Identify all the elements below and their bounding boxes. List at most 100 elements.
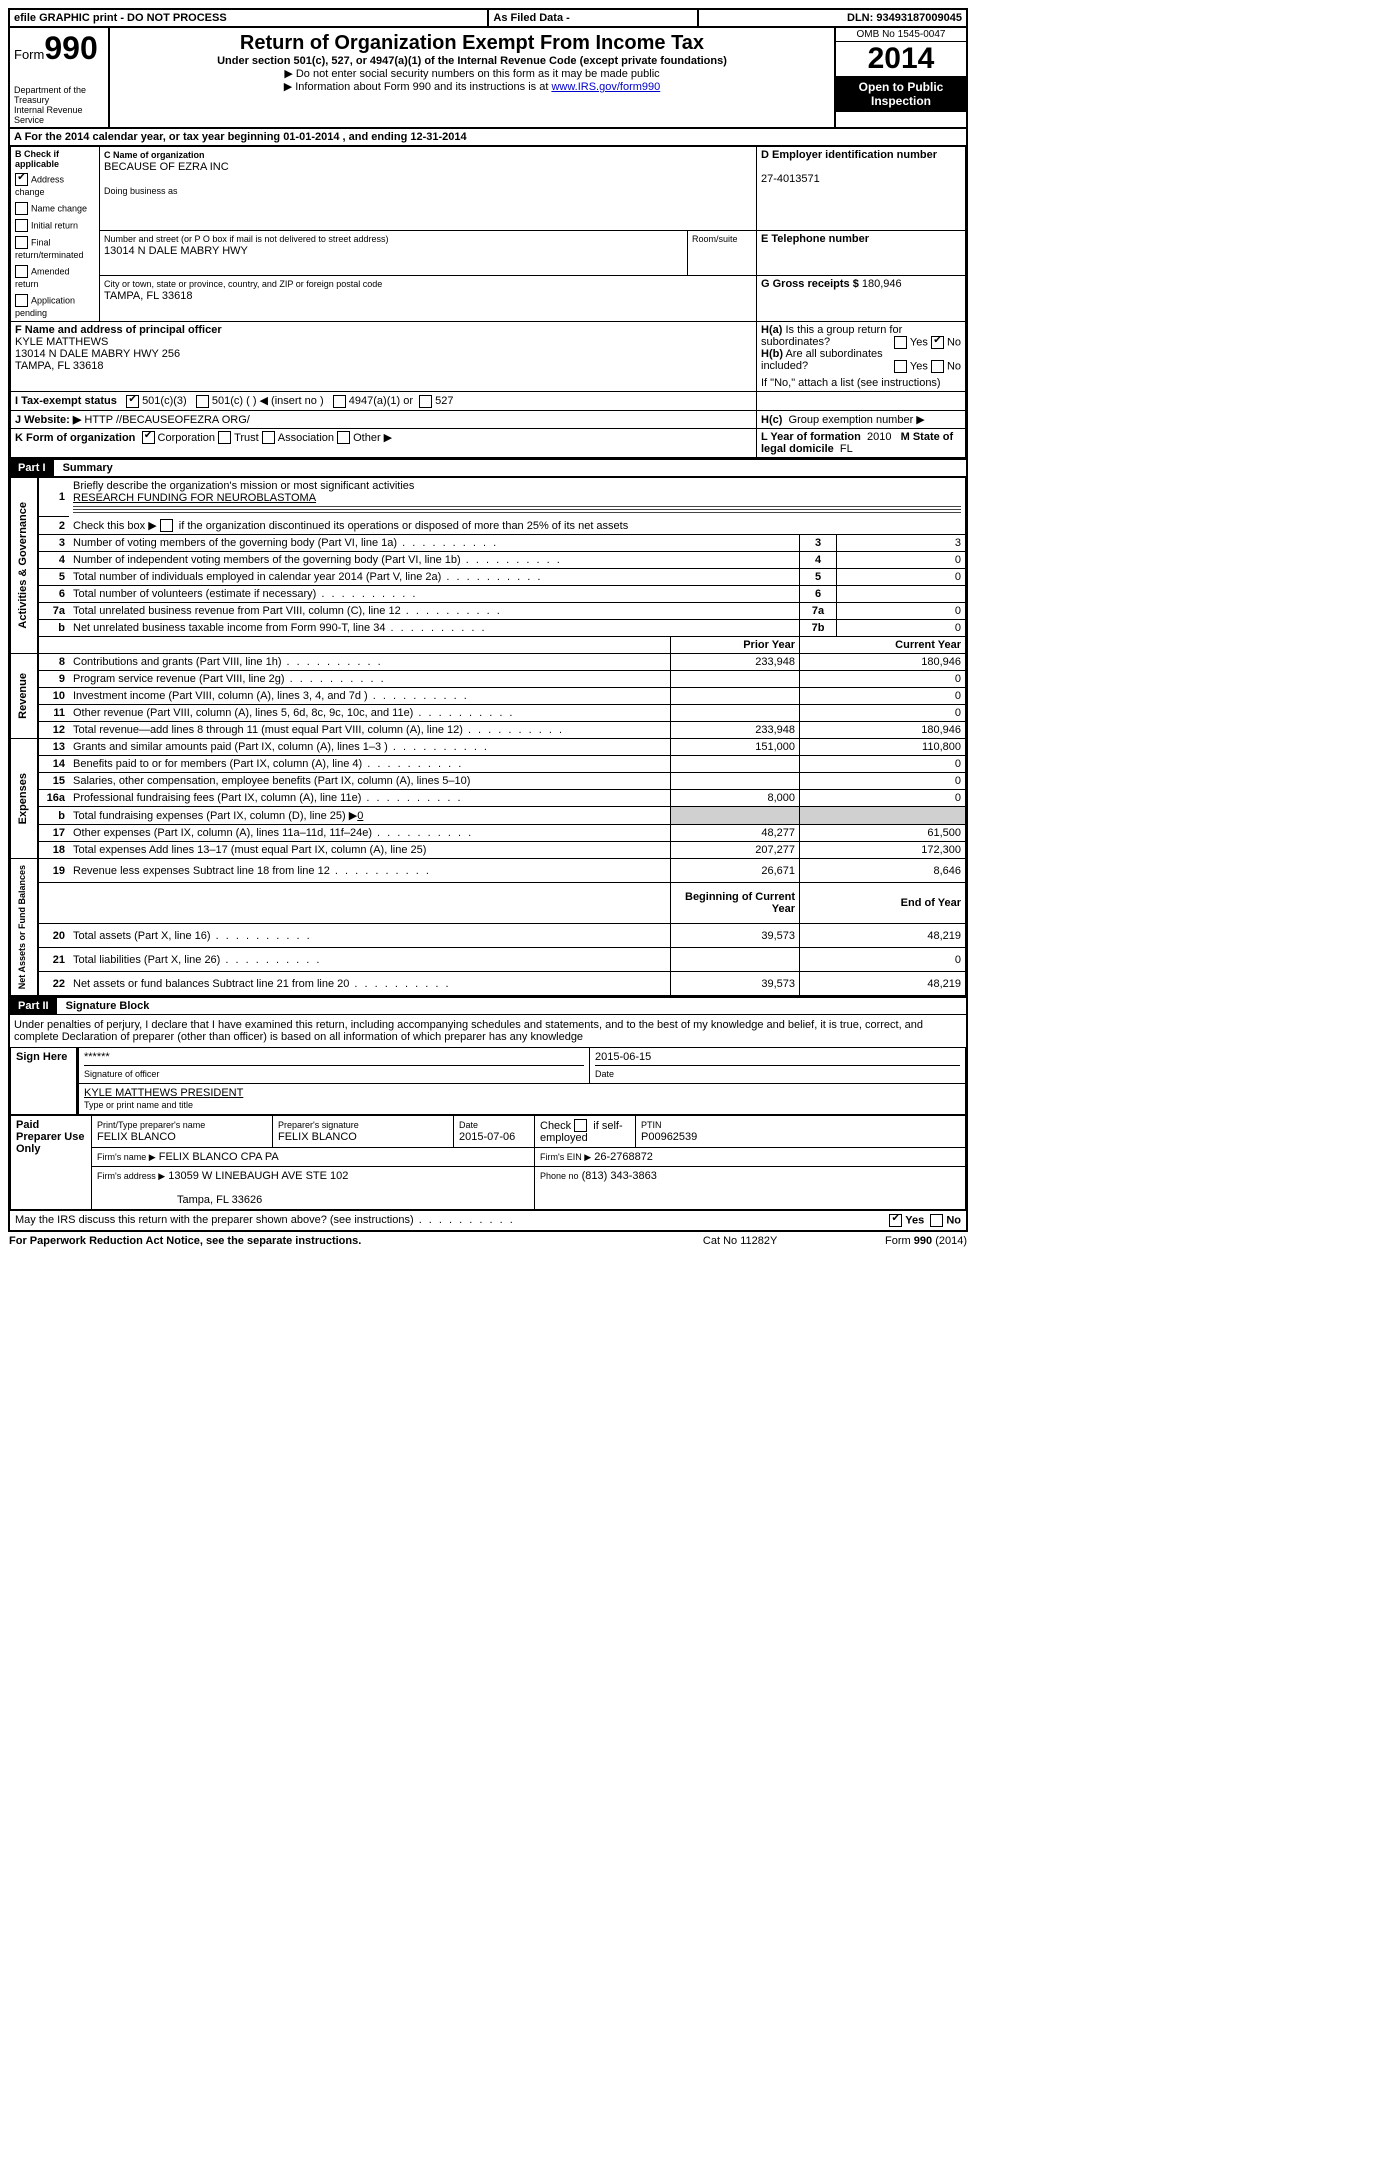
cat-no: Cat No 11282Y <box>669 1234 812 1248</box>
pd-val: 2015-07-06 <box>459 1131 515 1143</box>
k-assoc-checkbox[interactable] <box>262 431 275 444</box>
paid-preparer-table: Paid Preparer Use Only Print/Type prepar… <box>10 1115 966 1210</box>
q2-checkbox[interactable] <box>160 519 173 532</box>
l21p <box>671 948 800 972</box>
l11d: Other revenue (Part VIII, column (A), li… <box>69 705 671 722</box>
l16an: 16a <box>38 790 69 807</box>
b-checkbox-1[interactable] <box>15 202 28 215</box>
l14p <box>671 756 800 773</box>
l16ad: Professional fundraising fees (Part IX, … <box>69 790 671 807</box>
l14d: Benefits paid to or for members (Part IX… <box>69 756 671 773</box>
b-checkbox-3[interactable] <box>15 236 28 249</box>
ph-val: (813) 343-3863 <box>582 1170 657 1182</box>
lbc <box>800 807 966 825</box>
fa-val2: Tampa, FL 33626 <box>97 1194 262 1206</box>
c3: 3 <box>800 535 837 552</box>
ha-yes-checkbox[interactable] <box>894 336 907 349</box>
b-label-2: Initial return <box>31 220 78 230</box>
ptin-label: PTIN <box>641 1120 662 1130</box>
addr-value: 13014 N DALE MABRY HWY <box>104 245 248 257</box>
q1-label: Briefly describe the organization's miss… <box>73 480 414 492</box>
i-527-checkbox[interactable] <box>419 395 432 408</box>
row-a: A For the 2014 calendar year, or tax yea… <box>9 128 967 146</box>
b-checkbox-5[interactable] <box>15 294 28 307</box>
line-7a-num: 7a <box>38 603 69 620</box>
l9c: 0 <box>800 671 966 688</box>
q1-value: RESEARCH FUNDING FOR NEUROBLASTOMA <box>73 492 316 504</box>
l8n: 8 <box>38 654 69 671</box>
signature-table: Sign Here ****** Signature of officer 20… <box>10 1047 966 1115</box>
l10c: 0 <box>800 688 966 705</box>
boy-header: Beginning of Current Year <box>671 883 800 924</box>
hb-no-checkbox[interactable] <box>931 360 944 373</box>
k-trust-checkbox[interactable] <box>218 431 231 444</box>
q3: Number of voting members of the governin… <box>69 535 800 552</box>
yes-label: Yes <box>910 360 928 372</box>
l17d: Other expenses (Part IX, column (A), lin… <box>69 825 671 842</box>
pra-notice: For Paperwork Reduction Act Notice, see … <box>8 1234 669 1248</box>
l13p: 151,000 <box>671 739 800 756</box>
ptin-val: P00962539 <box>641 1131 697 1143</box>
k-corp-checkbox[interactable] <box>142 431 155 444</box>
se-checkbox[interactable] <box>574 1119 587 1132</box>
k-other-checkbox[interactable] <box>337 431 350 444</box>
v6 <box>837 586 966 603</box>
line-3-num: 3 <box>38 535 69 552</box>
d-label: D Employer identification number <box>761 149 937 161</box>
l10d: Investment income (Part VIII, column (A)… <box>69 688 671 705</box>
l8p: 233,948 <box>671 654 800 671</box>
fein-label: Firm's EIN ▶ <box>540 1152 591 1162</box>
discuss-yes: Yes <box>905 1215 924 1227</box>
line-2-num: 2 <box>38 517 69 535</box>
l22c: 48,219 <box>800 972 966 996</box>
i-501c3-checkbox[interactable] <box>126 395 139 408</box>
hc-label: H(c) <box>761 414 782 426</box>
l19c: 8,646 <box>800 859 966 883</box>
ha-text: Is this a group return for subordinates? <box>761 324 902 348</box>
l20p: 39,573 <box>671 924 800 948</box>
website-value: HTTP //BECAUSEOFEZRA ORG/ <box>84 414 249 426</box>
current-year-header: Current Year <box>800 637 966 654</box>
b-checkbox-0[interactable] <box>15 173 28 186</box>
ein-value: 27-4013571 <box>761 173 820 185</box>
l12d: Total revenue—add lines 8 through 11 (mu… <box>69 722 671 739</box>
lbd: Total fundraising expenses (Part IX, col… <box>69 807 671 825</box>
l18n: 18 <box>38 842 69 859</box>
section-b-m: B Check if applicable Address changeName… <box>10 146 966 458</box>
l16ap: 8,000 <box>671 790 800 807</box>
omb-label: OMB No 1545-0047 <box>836 28 966 42</box>
hb-yes-checkbox[interactable] <box>894 360 907 373</box>
yes-label: Yes <box>910 336 928 348</box>
fa-label: Firm's address ▶ <box>97 1171 165 1181</box>
l16ac: 0 <box>800 790 966 807</box>
b-checkbox-2[interactable] <box>15 219 28 232</box>
discuss-text: May the IRS discuss this return with the… <box>15 1214 515 1226</box>
prior-year-header: Prior Year <box>671 637 800 654</box>
form-word: Form <box>14 47 44 62</box>
part-ii-header: Part II <box>10 998 57 1014</box>
fn-label: Firm's name ▶ <box>97 1152 156 1162</box>
i-4947-checkbox[interactable] <box>333 395 346 408</box>
discuss-yes-checkbox[interactable] <box>889 1214 902 1227</box>
irs-label: Internal Revenue Service <box>14 105 104 125</box>
l15p <box>671 773 800 790</box>
room-label: Room/suite <box>692 234 738 244</box>
ha-no-checkbox[interactable] <box>931 336 944 349</box>
discuss-no-checkbox[interactable] <box>930 1214 943 1227</box>
line-6-num: 6 <box>38 586 69 603</box>
ps-label: Preparer's signature <box>278 1120 359 1130</box>
note2: Information about Form 990 and its instr… <box>118 80 826 93</box>
k-assoc: Association <box>278 432 334 444</box>
hb-note: If "No," attach a list (see instructions… <box>761 377 941 389</box>
l12p: 233,948 <box>671 722 800 739</box>
l20c: 48,219 <box>800 924 966 948</box>
ha-label: H(a) <box>761 324 782 336</box>
e-label: E Telephone number <box>761 233 869 245</box>
irs-link[interactable]: www.IRS.gov/form990 <box>551 81 660 93</box>
asfiled-label: As Filed Data - <box>488 10 698 27</box>
i-501c-checkbox[interactable] <box>196 395 209 408</box>
officer-name-sig: KYLE MATTHEWS PRESIDENT <box>84 1087 243 1099</box>
b-checkbox-4[interactable] <box>15 265 28 278</box>
addr-label: Number and street (or P O box if mail is… <box>104 234 388 244</box>
k-corp: Corporation <box>158 432 215 444</box>
